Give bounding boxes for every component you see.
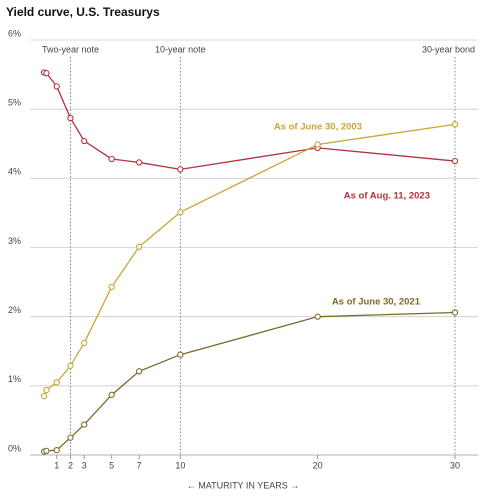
x-tick-label: 30 (450, 460, 460, 470)
annotation: 10-year note (155, 44, 206, 54)
x-tick-label: 5 (109, 460, 114, 470)
data-point (67, 362, 74, 369)
series-label: As of Aug. 11, 2023 (344, 191, 430, 202)
x-tick-label: 20 (313, 460, 323, 470)
x-tick-label: 3 (82, 460, 87, 470)
series-label: As of June 30, 2003 (274, 122, 362, 133)
x-tick-label: 7 (137, 460, 142, 470)
x-tick-label: 1 (54, 460, 59, 470)
y-tick-label: 4% (8, 167, 21, 177)
series-line (43, 123, 456, 397)
data-point (67, 115, 74, 122)
annotation: 30-year bond (422, 44, 475, 54)
data-point (135, 243, 143, 250)
data-point (451, 121, 459, 128)
data-point (108, 283, 115, 291)
data-point (177, 351, 184, 358)
data-point (40, 393, 48, 400)
data-point (81, 137, 88, 145)
x-axis-label: ← MATURITY IN YEARS → (187, 480, 300, 490)
y-tick-label: 0% (8, 443, 21, 453)
x-tick-label: 2 (68, 460, 73, 470)
data-point (67, 434, 74, 441)
data-point (108, 391, 115, 398)
y-tick-label: 1% (8, 374, 21, 384)
data-point (53, 379, 60, 386)
data-point (314, 141, 321, 148)
series-line (43, 311, 456, 453)
x-tick-label: 10 (175, 460, 185, 470)
data-point (451, 157, 459, 165)
data-point (53, 83, 60, 90)
data-point (53, 447, 60, 454)
y-tick-label: 3% (8, 236, 21, 246)
y-tick-label: 2% (8, 305, 21, 315)
data-point (43, 447, 50, 454)
series-line (43, 71, 456, 171)
data-point (314, 313, 321, 320)
data-point (451, 309, 459, 316)
data-point (81, 339, 88, 347)
data-point (177, 166, 184, 173)
annotation: Two-year note (42, 44, 99, 54)
data-point (81, 421, 88, 428)
data-point (135, 368, 143, 375)
chart-title: Yield curve, U.S. Treasurys (6, 5, 160, 19)
y-tick-label: 5% (8, 98, 21, 108)
y-tick-label: 6% (8, 28, 21, 38)
data-point (135, 159, 143, 166)
data-point (43, 386, 50, 394)
data-point (43, 70, 50, 77)
data-point (108, 155, 115, 163)
data-point (177, 209, 184, 216)
series-label: As of June 30, 2021 (332, 297, 421, 308)
